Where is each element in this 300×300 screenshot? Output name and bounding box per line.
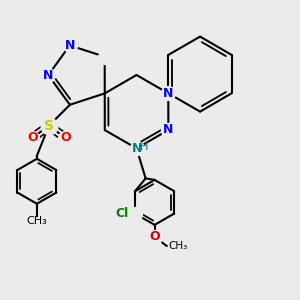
Text: N: N <box>163 87 173 100</box>
Text: H: H <box>140 142 148 152</box>
Text: S: S <box>44 119 54 133</box>
Text: N: N <box>43 69 53 82</box>
Text: CH₃: CH₃ <box>168 241 188 251</box>
Text: O: O <box>60 131 71 144</box>
Text: N: N <box>64 39 75 52</box>
Text: CH₃: CH₃ <box>26 216 47 226</box>
Text: Cl: Cl <box>116 207 129 220</box>
Text: N: N <box>131 142 142 155</box>
Text: O: O <box>149 230 160 243</box>
Text: N: N <box>163 124 173 136</box>
Text: O: O <box>27 131 38 144</box>
